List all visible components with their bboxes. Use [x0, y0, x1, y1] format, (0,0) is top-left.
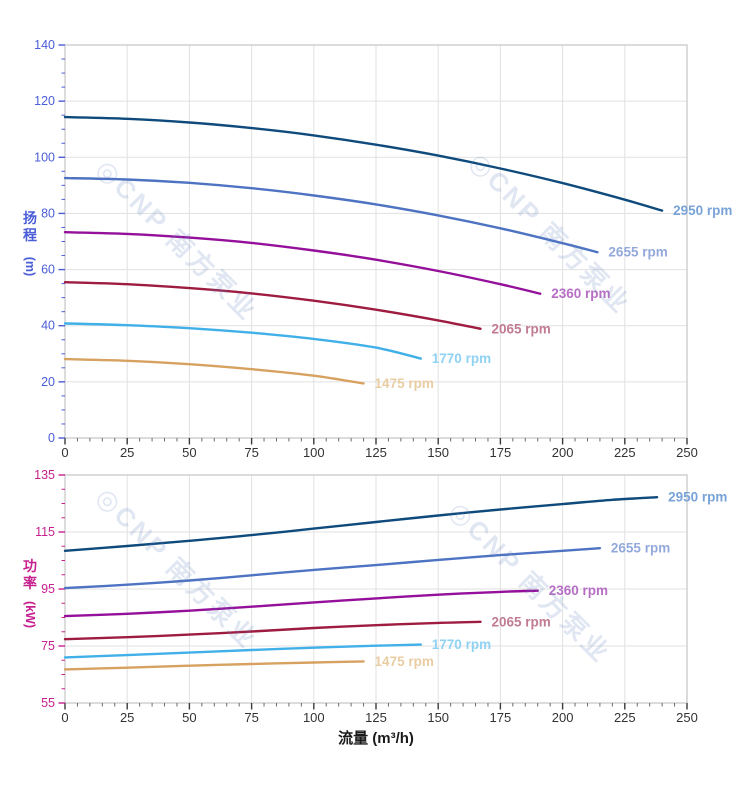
- curve-label-1475-rpm: 1475 rpm: [375, 654, 434, 669]
- y-tick-label: 135: [34, 470, 55, 482]
- x-tick-label: 25: [120, 445, 134, 460]
- x-tick-label: 100: [303, 710, 325, 725]
- y-tick-label: 75: [41, 639, 55, 653]
- y-tick-label: 115: [35, 525, 55, 539]
- x-tick-label: 225: [614, 445, 636, 460]
- y-tick-label: 120: [34, 94, 55, 108]
- x-tick-label: 125: [365, 445, 387, 460]
- x-tick-label: 50: [182, 710, 196, 725]
- curve-label-1770-rpm: 1770 rpm: [432, 637, 491, 652]
- x-tick-label: 0: [61, 710, 68, 725]
- x-tick-label: 150: [427, 445, 449, 460]
- y-tick-label: 0: [48, 431, 55, 445]
- x-tick-label: 25: [120, 710, 134, 725]
- x-tick-label: 200: [552, 710, 574, 725]
- head-axis-title: 扬 程 (m): [13, 210, 47, 277]
- x-tick-label: 250: [676, 445, 698, 460]
- curve-label-2065-rpm: 2065 rpm: [491, 614, 550, 629]
- curve-2065-rpm: [63, 620, 482, 641]
- x-tick-label: 0: [61, 445, 68, 460]
- head-flow-chart: 0 25 50 75 100 125 150 175 200 225 250 0 20 40 60 80 100…: [34, 38, 732, 460]
- curve-label-1770-rpm: 1770 rpm: [432, 351, 491, 366]
- curve-label-1475-rpm: 1475 rpm: [375, 376, 434, 391]
- curve-label-2065-rpm: 2065 rpm: [491, 321, 550, 336]
- head-axis-unit: (m): [23, 256, 38, 277]
- flow-axis-title: 流量 (m³/h): [338, 730, 414, 747]
- x-tick-label: 175: [490, 445, 512, 460]
- power-axis-char: 率: [23, 575, 37, 591]
- curve-label-2360-rpm: 2360 rpm: [551, 286, 610, 301]
- power-axis-title: 功 率 (kW): [13, 558, 47, 628]
- y-tick-label: 20: [41, 375, 55, 389]
- head-axis-char: 扬: [23, 210, 37, 226]
- x-tick-label: 225: [614, 710, 636, 725]
- power-axis-char: 功: [23, 558, 37, 574]
- curve-label-2360-rpm: 2360 rpm: [549, 583, 608, 598]
- head-axis-char: 程: [23, 227, 37, 243]
- curve-2950-rpm: [63, 115, 664, 212]
- curve-label-2655-rpm: 2655 rpm: [611, 541, 670, 556]
- x-tick-label: 250: [676, 710, 698, 725]
- y-tick-label: 95: [41, 582, 55, 596]
- curve-2655-rpm: [63, 547, 602, 590]
- curve-label-2950-rpm: 2950 rpm: [668, 490, 727, 505]
- x-tick-label: 200: [552, 445, 574, 460]
- x-tick-label: 50: [182, 445, 196, 460]
- x-tick-label: 125: [365, 710, 387, 725]
- power-axis-unit: (kW): [23, 600, 38, 629]
- curve-1770-rpm: [63, 643, 422, 659]
- curve-2655-rpm: [63, 176, 599, 254]
- curve-2950-rpm: [63, 496, 659, 552]
- curve-1770-rpm: [63, 322, 422, 360]
- y-tick-label: 140: [34, 38, 55, 52]
- curve-1475-rpm: [63, 660, 365, 671]
- y-tick-label: 55: [41, 696, 55, 710]
- power-flow-chart: 0 25 50 75 100 125 150 175 200 225 250 55 75 95 115 135…: [34, 470, 727, 725]
- x-tick-label: 150: [427, 710, 449, 725]
- curve-label-2950-rpm: 2950 rpm: [673, 203, 732, 218]
- y-tick-label: 40: [41, 319, 55, 333]
- curve-2360-rpm: [63, 231, 542, 295]
- y-tick-label: 100: [34, 150, 55, 164]
- curve-label-2655-rpm: 2655 rpm: [608, 245, 667, 260]
- x-tick-label: 75: [244, 710, 258, 725]
- curve-2065-rpm: [63, 281, 482, 330]
- x-tick-label: 175: [490, 710, 512, 725]
- y-tick-label: 60: [41, 263, 55, 277]
- x-tick-label: 75: [244, 445, 258, 460]
- curve-2360-rpm: [63, 589, 539, 618]
- x-tick-label: 100: [303, 445, 325, 460]
- y-tick-label: 80: [41, 206, 55, 220]
- curve-1475-rpm: [63, 357, 365, 385]
